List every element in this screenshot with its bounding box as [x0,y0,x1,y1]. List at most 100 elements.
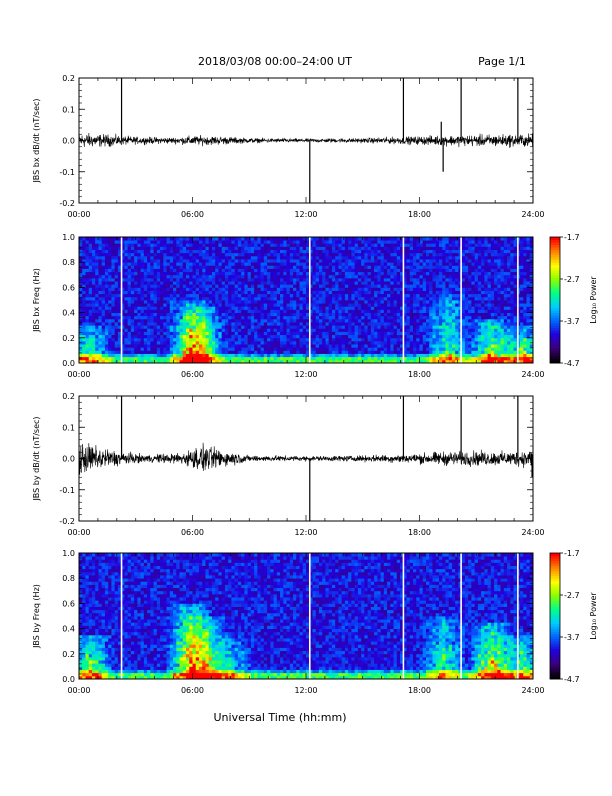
spectrogram-cell [231,272,235,276]
spectrogram-cell [420,338,424,342]
spectrogram-cell [254,259,258,263]
spectrogram-cell [186,291,190,295]
spectrogram-cell [452,316,456,320]
spectrogram-cell [128,262,132,266]
spectrogram-cell [342,278,346,282]
spectrogram-cell [248,313,252,317]
spectrogram-cell [95,347,99,351]
spectrogram-cell [264,259,268,263]
spectrogram-cell [322,319,326,323]
spectrogram-cell [407,265,411,269]
spectrogram-cell [241,269,245,273]
spectrogram-cell [381,344,385,348]
spectrogram-cell [251,350,255,354]
spectrogram-cell [134,347,138,351]
spectrogram-cell [355,278,359,282]
spectrogram-cell [338,294,342,298]
spectrogram-cell [92,313,96,317]
spectrogram-cell [429,357,433,361]
spectrogram-cell [228,294,232,298]
spectrogram-cell [85,291,89,295]
spectrogram-cell [325,275,329,279]
spectrogram-cell [436,357,440,361]
spectrogram-cell [338,303,342,307]
spectrogram-cell [244,300,248,304]
spectrogram-cell [277,309,281,313]
spectrogram-cell [92,262,96,266]
spectrogram-cell [108,265,112,269]
spectrogram-cell [95,243,99,247]
spectrogram-cell [218,328,222,332]
spectrogram-cell [319,357,323,361]
spectrogram-cell [111,243,115,247]
spectrogram-cell [89,287,93,291]
spectrogram-cell [394,335,398,339]
spectrogram-cell [290,287,294,291]
spectrogram-cell [218,319,222,323]
spectrogram-cell [267,253,271,257]
spectrogram-cell [442,259,446,263]
spectrogram-cell [170,297,174,301]
spectrogram-cell [205,328,209,332]
spectrogram-cell [160,338,164,342]
spectrogram-cell [296,319,300,323]
spectrogram-cell [231,287,235,291]
spectrogram-cell [374,300,378,304]
spectrogram-cell [261,243,265,247]
spectrogram-cell [348,350,352,354]
spectrogram-cell [364,269,368,273]
spectrogram-cell [329,259,333,263]
spectrogram-cell [196,347,200,351]
spectrogram-cell [426,253,430,257]
spectrogram-cell [183,272,187,276]
spectrogram-cell [432,338,436,342]
spectrogram-cell [215,319,219,323]
spectrogram-cell [397,357,401,361]
spectrogram-cell [261,272,265,276]
spectrogram-cell [325,278,329,282]
spectrogram-cell [338,297,342,301]
spectrogram-cell [290,316,294,320]
spectrogram-cell [345,281,349,285]
spectrogram-cell [202,350,206,354]
spectrogram-cell [381,259,385,263]
spectrogram-cell [303,319,307,323]
spectrogram-cell [426,237,430,241]
spectrogram-cell [154,309,158,313]
spectrogram-cell [319,325,323,329]
spectrogram-cell [368,262,372,266]
spectrogram-cell [377,281,381,285]
spectrogram-cell [462,322,466,326]
spectrogram-cell [358,291,362,295]
spectrogram-cell [442,328,446,332]
spectrogram-cell [124,357,128,361]
spectrogram-cell [248,256,252,260]
spectrogram-cell [186,237,190,241]
spectrogram-cell [222,319,226,323]
spectrogram-cell [131,319,135,323]
spectrogram-cell [471,291,475,295]
spectrogram-cell [141,354,145,358]
spectrogram-cell [290,341,294,345]
spectrogram-cell [180,275,184,279]
spectrogram-cell [251,313,255,317]
spectrogram-cell [322,316,326,320]
spectrogram-cell [215,297,219,301]
spectrogram-cell [335,272,339,276]
spectrogram-cell [89,253,93,257]
spectrogram-cell [193,332,197,336]
spectrogram-cell [167,325,171,329]
spectrogram-cell [205,281,209,285]
spectrogram-cell [338,338,342,342]
spectrogram-cell [452,341,456,345]
spectrogram-cell [163,256,167,260]
spectrogram-cell [274,328,278,332]
spectrogram-cell [371,237,375,241]
spectrogram-cell [319,250,323,254]
spectrogram-cell [189,319,193,323]
spectrogram-cell [209,309,213,313]
spectrogram-cell [111,297,115,301]
spectrogram-cell [111,325,115,329]
spectrogram-cell [254,350,258,354]
spectrogram-cell [432,246,436,250]
